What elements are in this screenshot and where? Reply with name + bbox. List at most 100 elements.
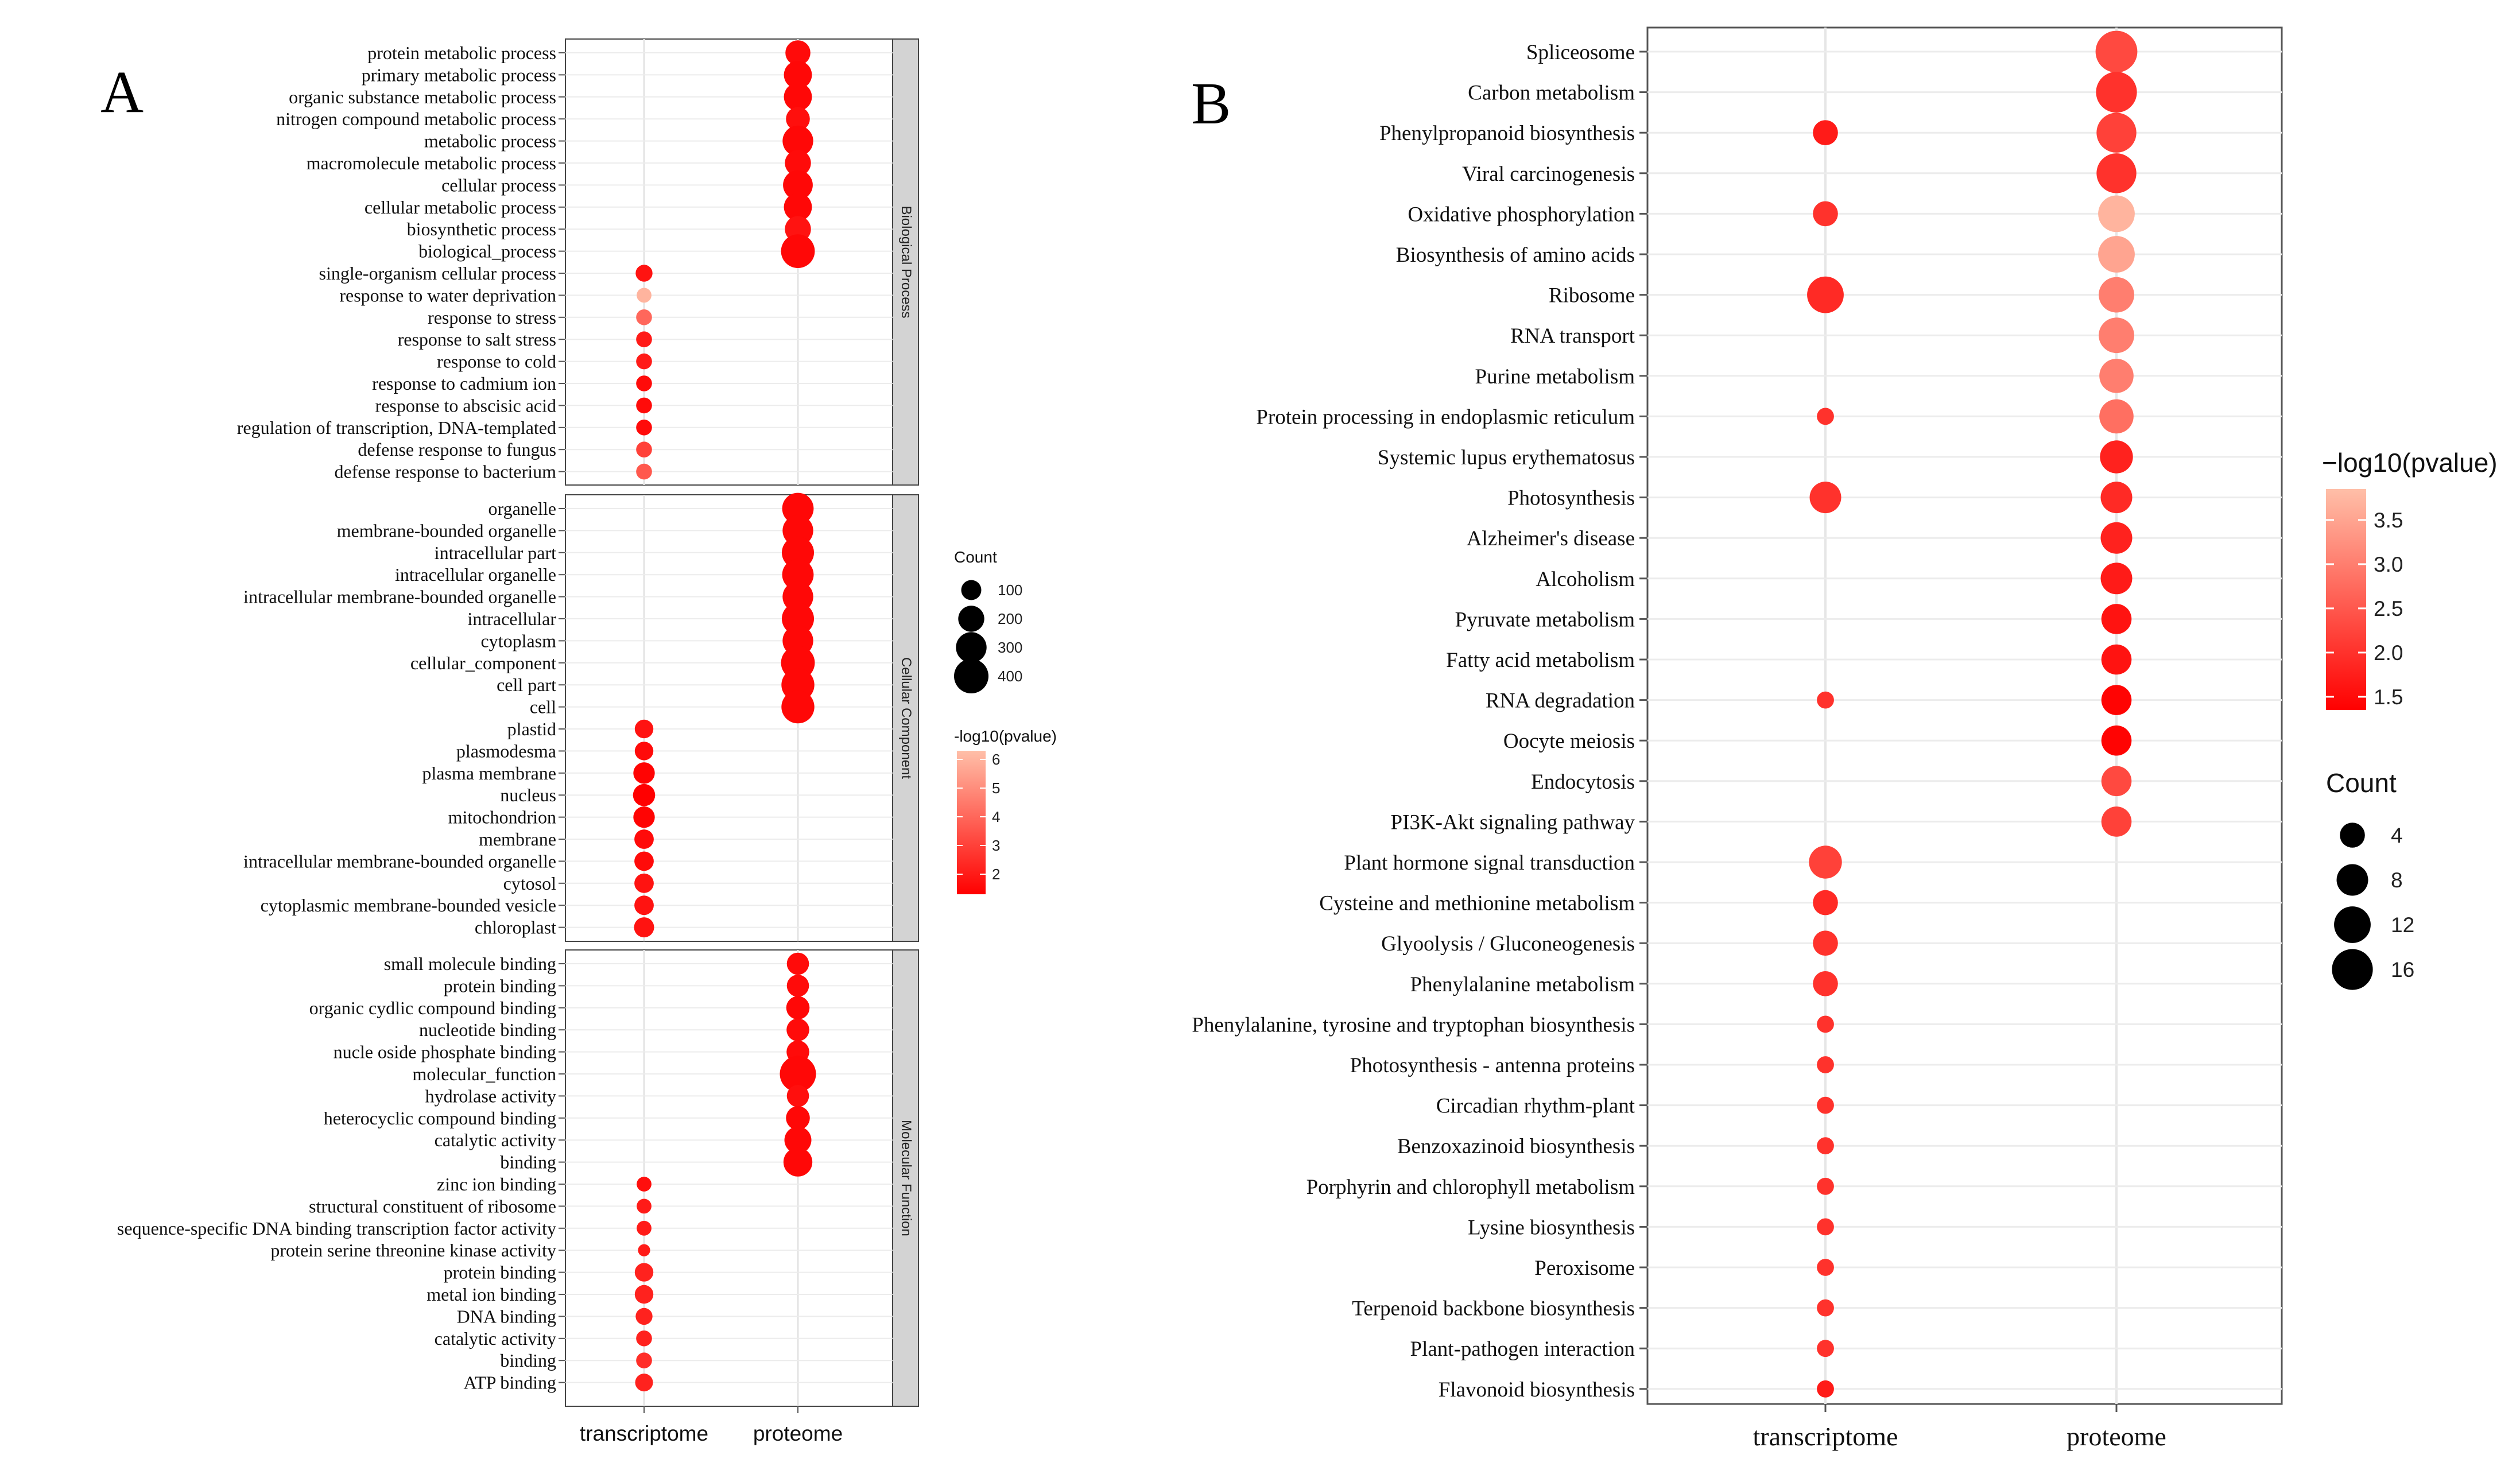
y-tick-label: nucle oside phosphate binding [334, 1042, 556, 1062]
data-point [784, 193, 812, 222]
data-point [634, 1263, 654, 1282]
y-tick-label: nucleus [500, 785, 556, 805]
y-tick-label: plasma membrane [422, 763, 556, 783]
y-tick-label: organelle [489, 498, 556, 519]
y-tick-label: Protein processing in endoplasmic reticu… [1256, 405, 1635, 429]
count-legend-label: 300 [998, 639, 1022, 656]
y-tick-label: Phenylpropanoid biosynthesis [1379, 122, 1635, 145]
panel-a-count-legend: Count 100 200 300 400 [954, 548, 1022, 693]
data-point [786, 975, 809, 997]
panel-a-count-legend-title: Count [954, 548, 997, 566]
data-point [637, 1177, 652, 1192]
count-legend-label: 100 [998, 581, 1022, 599]
y-tick-label: response to cadmium ion [372, 373, 556, 394]
y-tick-label: chloroplast [475, 917, 556, 938]
facet-strip [892, 949, 919, 1407]
data-point [635, 265, 653, 282]
y-tick-label: cell [530, 697, 556, 717]
data-point [782, 515, 813, 546]
data-point [2099, 359, 2134, 393]
y-tick-label: Systemic lupus erythematosus [1378, 446, 1635, 470]
y-tick-label: plasmodesma [456, 740, 556, 761]
y-tick-label: Photosynthesis - antenna proteins [1350, 1054, 1635, 1077]
y-tick-label: cellular process [441, 174, 556, 195]
y-tick-label: Benzoxazinoid biosynthesis [1397, 1135, 1635, 1158]
y-tick-label: cytosol [503, 873, 557, 894]
data-point [2098, 236, 2135, 273]
y-tick-label: response to water deprivation [339, 285, 556, 305]
y-tick-label: metabolic process [424, 131, 556, 152]
data-point [2100, 482, 2133, 514]
count-legend-dot [956, 632, 987, 663]
data-point [786, 996, 810, 1020]
panel-a-color-legend: -log10(pvalue) 2 3 4 5 6 [954, 727, 1057, 894]
panel-a-x-label-transcriptome: transcriptome [580, 1422, 708, 1445]
facet-panel [565, 949, 893, 1407]
data-point [786, 1018, 809, 1041]
count-legend-label: 12 [2391, 913, 2414, 937]
y-tick-label: Viral carcinogenesis [1462, 162, 1635, 186]
data-point [2096, 113, 2137, 153]
data-point [2100, 440, 2133, 474]
panel-b-x-label-proteome: proteome [2067, 1422, 2166, 1451]
data-point [633, 762, 655, 784]
data-point [1813, 890, 1838, 916]
data-point [636, 375, 652, 391]
count-legend-dot [958, 606, 984, 632]
data-point [2100, 522, 2133, 554]
y-tick-label: Terpenoid backbone biosynthesis [1352, 1297, 1635, 1321]
y-tick-label: response to stress [428, 307, 556, 328]
y-tick-label: cell part [497, 674, 556, 695]
y-tick-label: Plant hormone signal transduction [1344, 851, 1635, 875]
y-tick-label: binding [500, 1152, 556, 1173]
data-point [2100, 563, 2133, 595]
data-point [1817, 691, 1834, 709]
y-tick-label: mitochondrion [448, 807, 556, 828]
y-tick-label: biosynthetic process [407, 219, 556, 239]
y-tick-label: single-organism cellular process [319, 263, 556, 284]
y-tick-label: Phenylalanine, tyrosine and tryptophan b… [1192, 1013, 1635, 1037]
data-point [784, 1126, 812, 1154]
colorbar-tick-label: 3.0 [2374, 553, 2403, 576]
panel-a-color-legend-title: -log10(pvalue) [954, 727, 1057, 745]
y-tick-label: RNA transport [1510, 324, 1635, 348]
panel-b-colorbar [2326, 489, 2366, 710]
y-tick-label: cellular_component [410, 653, 556, 673]
y-tick-label: response to salt stress [398, 329, 556, 350]
y-tick-label: response to abscisic acid [375, 395, 556, 416]
y-tick-label: intracellular [467, 608, 556, 629]
data-point [2101, 644, 2132, 675]
panel-a: Biological Process protein metabolic proc… [117, 38, 1057, 1445]
y-tick-label: intracellular organelle [395, 564, 556, 585]
data-point [636, 331, 652, 347]
colorbar-tick-label: 1.5 [2374, 685, 2403, 709]
count-legend-label: 8 [2391, 868, 2403, 892]
y-tick-label: DNA binding [457, 1306, 556, 1326]
y-tick-label: Biosynthesis of amino acids [1396, 243, 1635, 267]
y-tick-label: primary metabolic process [362, 64, 556, 85]
panel-b-color-legend: −log10(pvalue) 1.5 2.0 2.5 3.0 3.5 [2322, 448, 2498, 710]
data-point [1813, 201, 1838, 227]
facet-strip-label: Molecular Function [898, 1120, 914, 1236]
data-point [786, 952, 809, 975]
y-tick-label: regulation of transcription, DNA-templat… [237, 417, 556, 438]
y-tick-label: defense response to fungus [358, 439, 556, 460]
data-point [636, 441, 652, 457]
panel-b: Spliceosome Carbon metabolism Phenylpropan… [1192, 26, 2498, 1451]
data-point [2099, 277, 2134, 313]
data-point [633, 806, 655, 828]
y-tick-label: Oxidative phosphorylation [1408, 203, 1635, 226]
y-tick-label: sequence-specific DNA binding transcript… [117, 1218, 556, 1239]
data-point [781, 234, 815, 268]
count-legend-label: 200 [998, 610, 1022, 627]
colorbar-tick-label: 3.5 [2374, 509, 2403, 532]
data-point [780, 1056, 816, 1092]
y-tick-label: ATP binding [464, 1372, 557, 1393]
y-tick-label: Spliceosome [1526, 41, 1635, 64]
y-tick-label: intracellular membrane-bounded organelle [243, 587, 556, 607]
data-point [2098, 195, 2135, 232]
data-point [634, 829, 654, 849]
y-tick-label: Purine metabolism [1475, 365, 1635, 389]
y-tick-label: Carbon metabolism [1468, 82, 1635, 105]
